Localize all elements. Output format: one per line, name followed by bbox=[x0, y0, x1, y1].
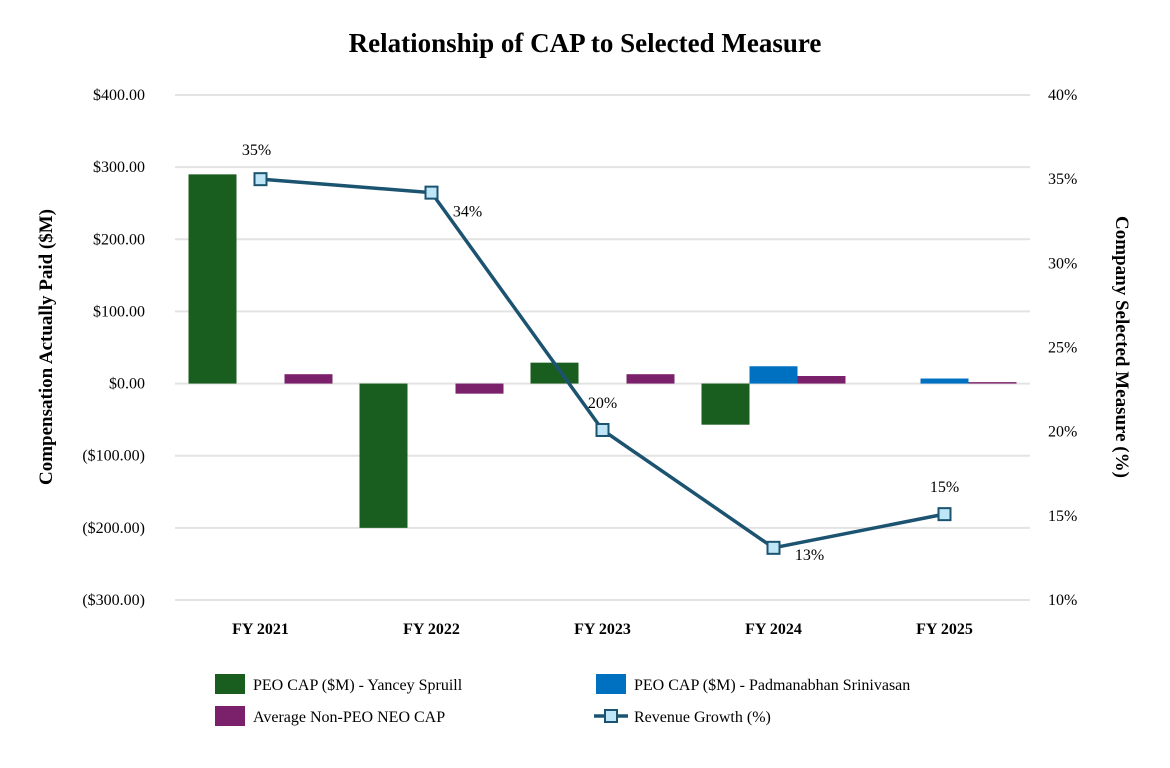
bar-peo-cap-m-padmanabhan-srinivasan bbox=[749, 366, 798, 384]
legend-swatch bbox=[596, 674, 626, 694]
y-tick-label: ($300.00) bbox=[82, 592, 145, 609]
y2-tick-label: 35% bbox=[1048, 171, 1077, 188]
y-tick-label: ($100.00) bbox=[82, 448, 145, 465]
y2-tick-label: 40% bbox=[1048, 87, 1077, 104]
data-label: 20% bbox=[588, 395, 617, 412]
x-tick-label: FY 2022 bbox=[403, 621, 460, 638]
y-axis-label: Compensation Actually Paid ($M) bbox=[36, 209, 57, 485]
y2-tick-label: 10% bbox=[1048, 592, 1077, 609]
y-tick-label: $200.00 bbox=[93, 231, 145, 248]
legend-label: PEO CAP ($M) - Yancey Spruill bbox=[253, 677, 463, 694]
y2-tick-label: 20% bbox=[1048, 424, 1077, 441]
bar-average-non-peo-neo-cap bbox=[968, 382, 1017, 384]
revenue-growth-marker bbox=[595, 422, 610, 437]
revenue-growth-marker bbox=[253, 172, 268, 187]
x-tick-label: FY 2021 bbox=[232, 621, 289, 638]
x-tick-label: FY 2024 bbox=[745, 621, 802, 638]
y-tick-label: $400.00 bbox=[93, 87, 145, 104]
bar-average-non-peo-neo-cap bbox=[626, 374, 675, 384]
x-tick-label: FY 2025 bbox=[916, 621, 973, 638]
legend-marker bbox=[604, 709, 618, 723]
data-label: 35% bbox=[242, 142, 271, 159]
chart-title: Relationship of CAP to Selected Measure bbox=[349, 28, 822, 58]
bar-peo-cap-m-yancey-spruill bbox=[188, 174, 237, 384]
bar-peo-cap-m-padmanabhan-srinivasan bbox=[920, 378, 969, 384]
y2-tick-label: 15% bbox=[1048, 508, 1077, 525]
revenue-growth-marker bbox=[937, 507, 952, 522]
y2-tick-label: 25% bbox=[1048, 340, 1077, 357]
y-tick-label: $0.00 bbox=[109, 376, 145, 393]
revenue-growth-marker bbox=[424, 185, 439, 200]
bar-peo-cap-m-yancey-spruill bbox=[701, 383, 750, 425]
bar-peo-cap-m-yancey-spruill bbox=[359, 383, 408, 528]
revenue-growth-marker bbox=[766, 540, 781, 555]
y2-axis-label: Company Selected Measure (%) bbox=[1111, 216, 1132, 478]
y2-tick-label: 30% bbox=[1048, 255, 1077, 272]
x-tick-label: FY 2023 bbox=[574, 621, 631, 638]
data-label: 15% bbox=[930, 479, 959, 496]
y-tick-label: $300.00 bbox=[93, 159, 145, 176]
data-label: 13% bbox=[795, 547, 824, 564]
y-tick-label: ($200.00) bbox=[82, 520, 145, 537]
y-tick-label: $100.00 bbox=[93, 303, 145, 320]
legend-swatch bbox=[215, 674, 245, 694]
legend-label: Revenue Growth (%) bbox=[634, 709, 771, 726]
bar-average-non-peo-neo-cap bbox=[284, 374, 333, 384]
legend-swatch bbox=[215, 706, 245, 726]
legend-label: Average Non-PEO NEO CAP bbox=[253, 709, 445, 726]
data-label: 34% bbox=[453, 204, 482, 221]
bar-average-non-peo-neo-cap bbox=[797, 375, 846, 384]
legend-label: PEO CAP ($M) - Padmanabhan Srinivasan bbox=[634, 677, 910, 694]
bar-average-non-peo-neo-cap bbox=[455, 383, 504, 394]
